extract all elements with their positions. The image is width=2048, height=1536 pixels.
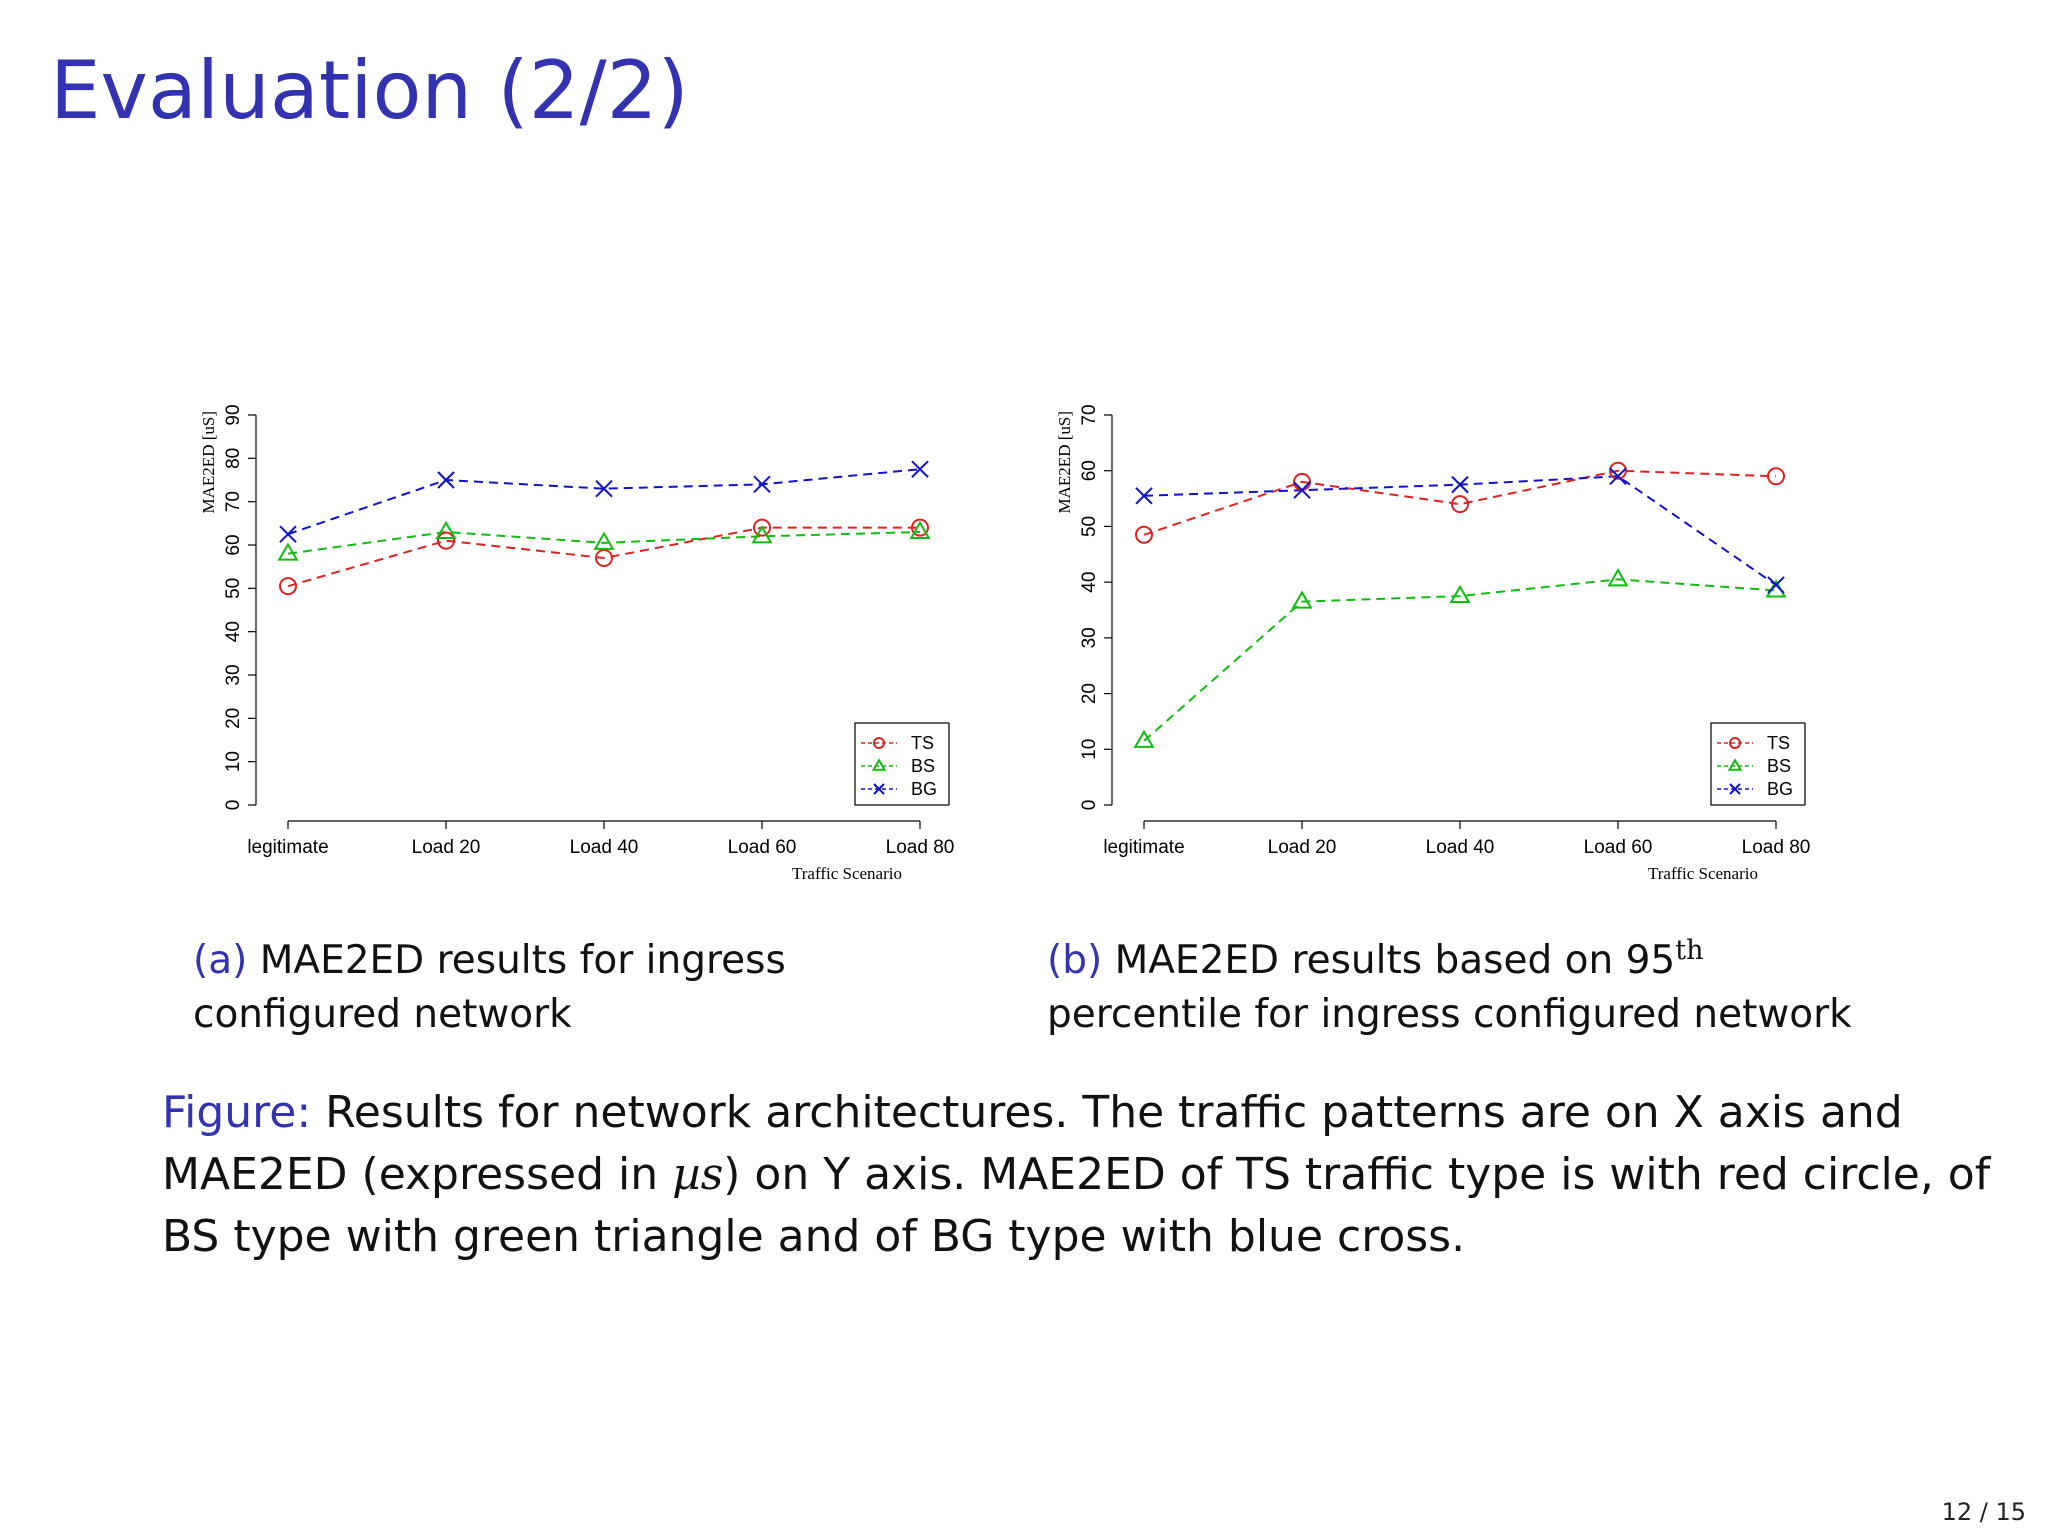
y-axis-label: MAE2ED [uS] (199, 411, 218, 513)
legend-label-ts: TS (1767, 733, 1790, 753)
x-tick-label: Load 40 (570, 837, 639, 858)
y-tick-label: 30 (223, 664, 244, 685)
y-tick-label: 70 (223, 491, 244, 512)
data-point-bs (751, 525, 773, 544)
y-tick-label: 80 (223, 448, 244, 469)
data-point-bg (1609, 467, 1627, 485)
x-tick-label: Load 60 (728, 837, 797, 858)
legend-label-bg: BG (1767, 779, 1793, 799)
data-point-bg (1451, 475, 1469, 494)
data-point-bg (911, 460, 929, 478)
x-tick-label: Load 80 (1742, 837, 1811, 858)
y-tick-label: 50 (1079, 516, 1100, 537)
data-point-ts (1609, 461, 1627, 480)
legend-marker-bg (873, 783, 885, 795)
x-tick-label: legitimate (247, 837, 328, 858)
x-tick-label: Load 80 (886, 837, 955, 858)
legend-box (1710, 722, 1806, 806)
legend-box (854, 722, 950, 806)
data-point-ts (1767, 467, 1785, 486)
page-number: 12 / 15 (1941, 1498, 2026, 1526)
subfigure-text-b-before: MAE2ED results based on 95 (1114, 938, 1676, 983)
legend-label-ts: TS (911, 733, 934, 753)
series-line-ts (287, 526, 920, 588)
y-tick-label: 40 (1079, 572, 1100, 593)
data-point-bg (279, 525, 297, 543)
y-tick-label: 40 (223, 621, 244, 642)
subfigure-label-a: (a) (193, 938, 248, 983)
x-tick-label: Load 20 (1268, 837, 1337, 858)
figure-text-1: Results for network architectures. The t… (162, 1087, 1903, 1200)
y-tick-label: 60 (1079, 460, 1100, 481)
series-line-ts (1143, 469, 1777, 536)
data-point-ts (1451, 495, 1469, 514)
y-tick-label: 10 (223, 751, 244, 772)
figure-caption: Figure: Results for network architecture… (162, 1082, 2012, 1268)
x-tick-label: Load 40 (1426, 837, 1495, 858)
y-tick-label: 0 (1079, 800, 1100, 811)
series-line-bg (287, 468, 921, 536)
chart-a: 0 10 20 30 40 50 60 70 80 90 MAE2ED [uS] legitimate… (199, 404, 955, 883)
series-line-bs (287, 530, 921, 555)
y-tick-label: 50 (223, 578, 244, 599)
data-point-ts (437, 531, 455, 550)
data-point-bs (435, 520, 457, 539)
x-tick-label: Load 60 (1584, 837, 1653, 858)
x-axis-label: Traffic Scenario (1648, 864, 1758, 883)
subfigure-text-a: MAE2ED results for ingress configured ne… (193, 938, 786, 1037)
data-point-bs (1291, 590, 1313, 609)
y-tick-label: 70 (1079, 404, 1100, 425)
data-point-bs (1607, 568, 1629, 587)
subfigure-caption-a: (a) MAE2ED results for ingress configure… (193, 934, 913, 1042)
x-tick-label: Load 20 (412, 837, 481, 858)
y-tick-label: 90 (223, 404, 244, 425)
data-point-bg (1767, 576, 1785, 594)
data-point-ts (595, 549, 613, 567)
chart-b: 0 10 20 30 40 50 60 70 MAE2ED [uS] legitimate Load… (1055, 404, 1811, 883)
data-point-bg (1293, 481, 1311, 499)
data-point-bg (753, 475, 771, 494)
legend-label-bs: BS (1767, 756, 1791, 776)
data-point-ts (911, 518, 929, 537)
legend-marker-ts (1729, 737, 1741, 749)
series-line-bs (1143, 578, 1777, 742)
data-point-ts (1135, 525, 1153, 544)
x-axis-label: Traffic Scenario (792, 864, 902, 883)
y-tick-label: 0 (223, 800, 244, 811)
legend-label-bg: BG (911, 779, 937, 799)
subfigure-label-b: (b) (1047, 938, 1103, 983)
data-point-bs (593, 531, 615, 550)
y-tick-label: 30 (1079, 627, 1100, 648)
legend-marker-bg (1729, 783, 1741, 795)
data-point-bs (277, 542, 299, 561)
legend-marker-bs (1727, 758, 1743, 771)
data-point-bg (1135, 487, 1153, 505)
data-point-bs (1449, 584, 1471, 604)
series-line-bg (1143, 475, 1777, 586)
subfigure-sup-b: th (1675, 935, 1704, 966)
slide-title: Evaluation (2/2) (50, 44, 689, 137)
y-tick-label: 60 (223, 534, 244, 555)
x-tick-label: legitimate (1103, 837, 1184, 858)
y-axis-label: MAE2ED [uS] (1055, 411, 1074, 513)
data-point-bs (1133, 729, 1155, 748)
figure-label: Figure: (162, 1087, 312, 1138)
subfigure-caption-b: (b) MAE2ED results based on 95th percent… (1047, 934, 1947, 1042)
figure-text-2: ) on Y axis. MAE2ED of TS traffic type i… (162, 1149, 1991, 1262)
y-tick-label: 20 (223, 708, 244, 729)
legend-label-bs: BS (911, 756, 935, 776)
data-point-ts (753, 518, 771, 537)
subfigure-text-b-after: percentile for ingress configured networ… (1047, 992, 1852, 1037)
data-point-bg (437, 471, 455, 489)
figure-math: µs (672, 1149, 724, 1200)
data-point-ts (279, 577, 297, 596)
y-tick-label: 20 (1079, 683, 1100, 704)
legend-marker-ts (873, 737, 885, 749)
y-tick-label: 10 (1079, 739, 1100, 760)
data-point-bg (595, 479, 613, 498)
legend-marker-bs (871, 758, 887, 771)
data-point-bs (909, 520, 931, 539)
